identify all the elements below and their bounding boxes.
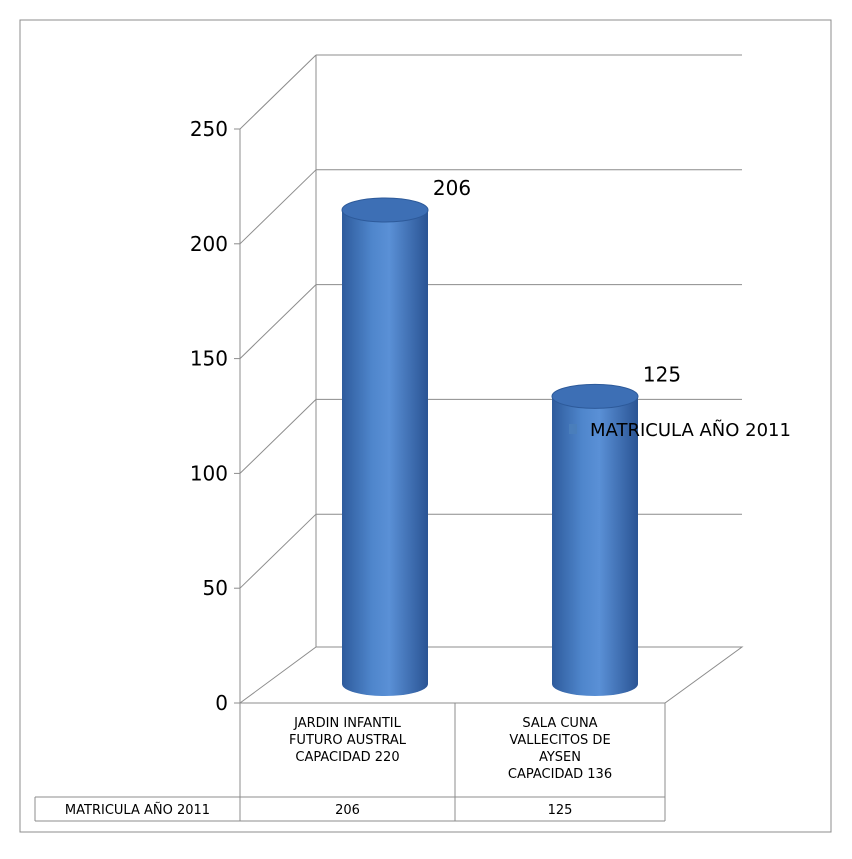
data-table: JARDIN INFANTIL FUTURO AUSTRAL CAPACIDAD 2… <box>34 703 666 822</box>
bar <box>341 197 429 696</box>
y-tick-label: 0 <box>215 691 228 715</box>
axes <box>238 55 744 704</box>
category-label: FUTURO AUSTRAL <box>289 733 407 748</box>
bar-body <box>552 396 638 696</box>
bar-body <box>342 210 428 696</box>
gridline-side <box>239 284 317 359</box>
legend-label: MATRICULA AÑO 2011 <box>590 419 791 441</box>
y-tick-label: 50 <box>203 576 228 600</box>
bar-top <box>551 383 639 409</box>
floor <box>238 646 744 704</box>
category-label: JARDIN INFANTIL <box>293 716 401 731</box>
data-label: 206 <box>433 176 471 200</box>
table-series-name: MATRICULA AÑO 2011 <box>65 802 210 818</box>
table-value: 206 <box>335 803 360 818</box>
legend-swatch <box>569 424 577 434</box>
category-label: SALA CUNA <box>522 716 597 731</box>
bar <box>551 383 639 696</box>
y-tick-label: 150 <box>190 347 228 371</box>
y-axis-ticks: 0 50 100 150 200 250 <box>190 117 240 715</box>
bars <box>341 197 639 696</box>
table-value: 125 <box>548 803 573 818</box>
category-label: VALLECITOS DE <box>509 733 610 748</box>
y-tick-label: 250 <box>190 117 228 141</box>
data-label: 125 <box>643 362 681 386</box>
gridline-side <box>239 169 317 245</box>
category-label: AYSEN <box>539 750 581 765</box>
gridline-side <box>239 513 317 589</box>
legend: MATRICULA AÑO 2011 <box>569 419 791 441</box>
category-label: CAPACIDAD 220 <box>295 750 399 765</box>
category-label: CAPACIDAD 136 <box>508 767 612 782</box>
gridline-side <box>239 54 317 130</box>
y-tick-label: 200 <box>190 232 228 256</box>
bar-top <box>341 197 429 223</box>
data-labels: 206 125 <box>433 176 681 386</box>
y-tick-label: 100 <box>190 461 228 485</box>
gridline-side <box>239 399 317 474</box>
